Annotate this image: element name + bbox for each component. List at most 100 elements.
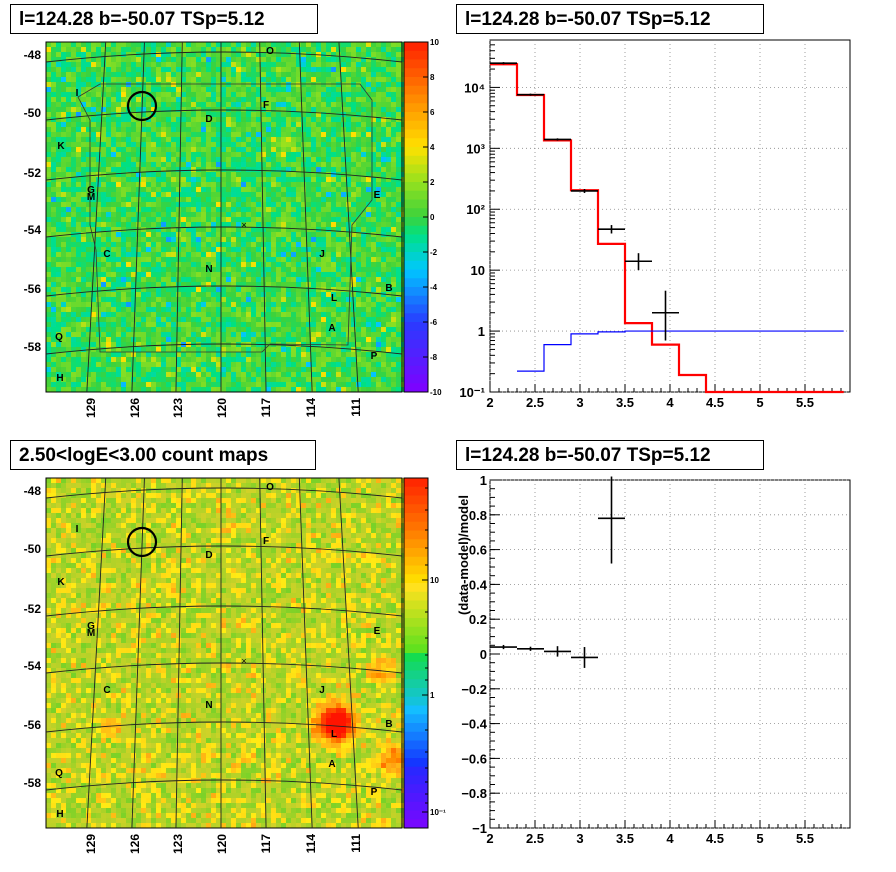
x-tick-label: 2 xyxy=(486,395,493,410)
lat-tick-label: -52 xyxy=(24,166,42,180)
colorbar-segment xyxy=(404,679,428,689)
colorbar-segment xyxy=(404,758,428,768)
colorbar-segment xyxy=(404,600,428,610)
colorbar-segment xyxy=(404,644,428,654)
source-label-A: A xyxy=(328,323,335,334)
colorbar-tick-label: 2 xyxy=(430,178,435,187)
target-source-circle xyxy=(126,526,158,558)
x-tick-label: 3.5 xyxy=(616,831,634,846)
y-tick-label: 10³ xyxy=(466,141,485,156)
latitude-gridline xyxy=(45,169,403,181)
longitude-gridline xyxy=(338,477,359,829)
colorbar-segment xyxy=(404,243,428,253)
colorbar-segment xyxy=(404,357,428,367)
colorbar-tick-label: 0 xyxy=(430,213,435,222)
colorbar-segment xyxy=(404,278,428,288)
colorbar-tick-label: -2 xyxy=(430,248,438,257)
source-label-F: F xyxy=(263,536,269,547)
colorbar-segment xyxy=(404,548,428,558)
source-label-N: N xyxy=(205,264,212,275)
lat-tick-label: -48 xyxy=(24,484,42,498)
y-tick-label: −1 xyxy=(472,821,487,836)
y-axis-label: (data-model)/model xyxy=(456,495,471,615)
colorbar-segment xyxy=(404,348,428,358)
source-label-E: E xyxy=(374,626,381,637)
colorbar-tick-label: 1 xyxy=(430,691,435,700)
source-label-D: D xyxy=(205,114,212,125)
colorbar-segment xyxy=(404,269,428,279)
colorbar-segment xyxy=(404,383,428,393)
latitude-gridline xyxy=(45,285,403,297)
lon-tick-label: 123 xyxy=(171,398,185,418)
colorbar-segment xyxy=(404,138,428,148)
center-marker: × xyxy=(241,656,246,666)
latitude-gridline xyxy=(45,109,403,121)
latitude-gridline xyxy=(45,605,403,617)
source-label-H: H xyxy=(56,809,63,820)
source-label-A: A xyxy=(328,759,335,770)
source-label-K: K xyxy=(57,141,65,152)
tr-title: l=124.28 b=-50.07 TSp=5.12 xyxy=(456,4,764,34)
colorbar-segment xyxy=(404,530,428,540)
colorbar-segment xyxy=(404,670,428,680)
source-label-C: C xyxy=(103,249,110,260)
lon-tick-label: 114 xyxy=(304,398,318,418)
source-label-D: D xyxy=(205,550,212,561)
y-tick-label: 1 xyxy=(478,324,485,339)
longitude-gridline xyxy=(259,41,267,393)
source-label-L: L xyxy=(331,729,337,740)
longitude-gridline xyxy=(259,477,267,829)
colorbar-segment xyxy=(404,217,428,227)
x-tick-label: 5.5 xyxy=(796,395,814,410)
x-tick-label: 4.5 xyxy=(706,831,724,846)
source-label-G: G xyxy=(87,621,95,632)
lon-tick-label: 120 xyxy=(215,834,229,854)
lat-tick-label: -54 xyxy=(24,223,42,237)
source-label-I: I xyxy=(76,88,79,99)
lat-tick-label: -48 xyxy=(24,48,42,62)
x-tick-label: 2 xyxy=(486,831,493,846)
longitude-gridline xyxy=(175,477,183,829)
source-label-C: C xyxy=(103,685,110,696)
x-tick-label: 4 xyxy=(666,831,674,846)
lon-tick-label: 120 xyxy=(215,398,229,418)
colorbar-tick-label: 8 xyxy=(430,73,435,82)
colorbar-segment xyxy=(404,330,428,340)
source-label-O: O xyxy=(266,482,274,493)
colorbar-segment xyxy=(404,766,428,776)
colorbar-segment xyxy=(404,478,428,488)
colorbar-segment xyxy=(404,50,428,60)
lon-tick-label: 126 xyxy=(128,834,142,854)
colorbar-segment xyxy=(404,68,428,78)
lon-tick-label: 114 xyxy=(304,834,318,854)
colorbar-segment xyxy=(404,723,428,733)
lon-tick-label: 117 xyxy=(259,398,273,418)
y-tick-label: 1 xyxy=(480,473,487,488)
colorbar-segment xyxy=(404,810,428,820)
lon-tick-label: 126 xyxy=(128,398,142,418)
residual-pixels xyxy=(46,42,406,392)
lon-tick-label: 111 xyxy=(349,834,363,853)
lat-tick-label: -52 xyxy=(24,602,42,616)
colorbar-segment xyxy=(404,190,428,200)
source-label-L: L xyxy=(331,293,337,304)
center-marker: × xyxy=(241,220,246,230)
latitude-gridline xyxy=(45,545,403,557)
colorbar-segment xyxy=(404,609,428,619)
lon-tick-label: 123 xyxy=(171,834,185,854)
lon-tick-label: 111 xyxy=(349,398,363,417)
source-label-P: P xyxy=(371,351,378,362)
latitude-gridline xyxy=(45,779,403,791)
spectrum-plot-panel: 2 2.5 3 3.5 4 4.5 5 5.5 10⁻¹ 1 10 10² 10³ 10⁴ xyxy=(459,39,851,410)
colorbar-segment xyxy=(404,653,428,663)
colorbar-segment xyxy=(404,661,428,671)
colorbar-segment xyxy=(404,793,428,803)
x-tick-label: 2.5 xyxy=(526,831,544,846)
residual-ratio-plot-panel: 2 2.5 3 3.5 4 4.5 5 5.5 1 0.8 0.6 0.4 0.2 0 −0.2 −0.4 −0… xyxy=(456,473,851,846)
x-tick-label: 4.5 xyxy=(706,395,724,410)
y-tick-label: 0.8 xyxy=(469,508,487,523)
source-label-Q: Q xyxy=(55,332,63,343)
colorbar-segment xyxy=(404,173,428,183)
